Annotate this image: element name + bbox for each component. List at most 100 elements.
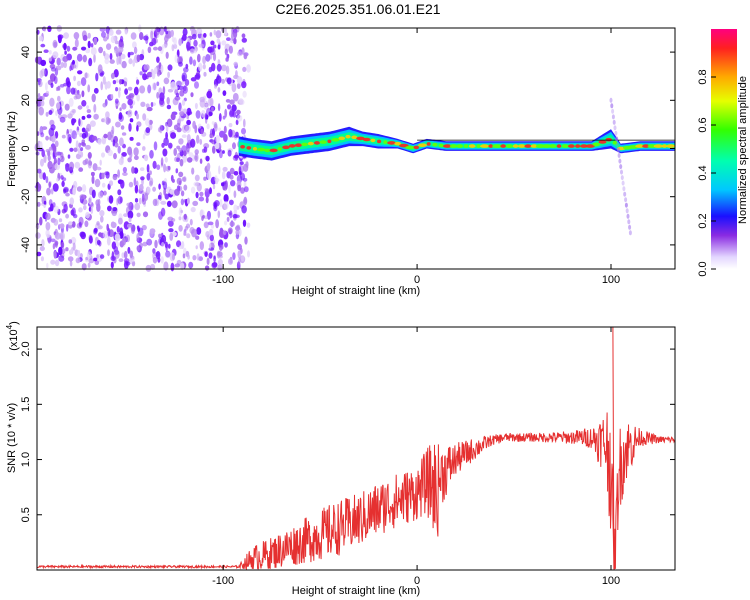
noise-speck [75,140,79,149]
noise-speck [73,147,78,153]
noise-speck [186,119,192,126]
snr-ytick-label: 1.5 [20,397,32,412]
noise-speck [57,95,61,102]
ridge-hotspot [642,144,650,148]
noise-speck [127,109,133,118]
noise-speck [115,121,121,128]
noise-speck [132,41,137,49]
noise-speck [189,48,195,54]
noise-speck [243,196,248,206]
noise-speck [72,64,77,69]
noise-speck [181,74,186,82]
noise-speck [38,106,44,116]
noise-speck [154,66,158,75]
noise-speck [160,256,164,264]
noise-speck [86,114,92,119]
noise-speck [123,213,128,218]
noise-speck [66,81,71,88]
noise-speck [186,41,191,51]
snr-scale: (x104) [5,321,20,351]
noise-speck [160,157,164,167]
spectrogram-xlabel: Height of straight line (km) [292,285,420,297]
noise-speck [215,219,220,229]
noise-speck [224,28,228,36]
ridge-hotspot [541,144,552,148]
noise-speck [138,197,142,205]
noise-speck [224,108,228,118]
chirp-speck [626,213,630,219]
ridge-hotspot [351,135,358,140]
noise-speck [82,159,88,166]
noise-speck [85,212,90,219]
noise-speck [223,125,227,134]
noise-speck [81,100,87,107]
noise-speck [215,30,222,39]
noise-speck [191,167,195,175]
noise-speck [228,123,233,128]
noise-speck [41,239,45,248]
noise-speck [158,183,161,190]
noise-speck [171,253,176,261]
colorbar-tick-label: 0.4 [697,165,709,180]
noise-speck [216,63,222,72]
noise-speck [107,205,112,212]
noise-speck [182,154,188,163]
noise-speck [149,149,154,159]
noise-speck [66,45,71,52]
noise-speck [195,110,201,119]
noise-speck [95,237,99,241]
snr-frame [36,326,676,571]
ridge-hotspot [476,144,481,148]
noise-speck [139,71,143,76]
noise-speck [50,82,54,88]
noise-speck [129,51,135,56]
noise-speck [92,135,98,141]
noise-speck [164,251,171,259]
noise-speck [123,250,128,259]
noise-speck [190,206,196,213]
noise-speck [97,138,102,145]
noise-speck [48,127,55,137]
chart-title: C2E6.2025.351.06.01.E21 [275,1,440,17]
noise-speck [150,102,154,108]
noise-speck [192,33,197,40]
noise-speck [209,243,212,249]
noise-speck [122,172,128,176]
noise-speck [205,196,209,204]
noise-speck [110,134,114,143]
noise-speck [58,218,63,223]
noise-speck [37,168,42,174]
noise-speck [83,204,87,211]
noise-speck [212,52,217,62]
noise-speck [215,180,219,185]
noise-speck [87,40,91,49]
colorbar-tick-label: 0.8 [697,69,709,84]
noise-speck [146,164,150,173]
noise-speck [52,183,59,192]
noise-speck [190,186,196,194]
noise-speck [145,103,150,108]
noise-speck [142,146,146,151]
noise-speck [136,79,140,85]
noise-speck [196,227,202,235]
noise-speck [136,125,139,132]
noise-speck [229,221,235,227]
noise-speck [87,159,92,169]
noise-speck [157,46,163,52]
noise-speck [97,225,103,230]
noise-speck [229,167,235,175]
ridge-hotspot [517,144,526,148]
noise-speck [107,249,110,257]
noise-speck [198,196,205,202]
noise-speck [93,37,98,45]
noise-speck [48,110,53,115]
noise-speck [85,127,90,132]
noise-speck [218,149,223,159]
noise-speck [242,219,247,227]
chirp-speck [624,202,628,208]
noise-speck [72,59,75,66]
noise-speck [153,46,158,51]
noise-speck [127,86,133,91]
noise-speck [157,194,162,200]
noise-speck [45,212,51,220]
